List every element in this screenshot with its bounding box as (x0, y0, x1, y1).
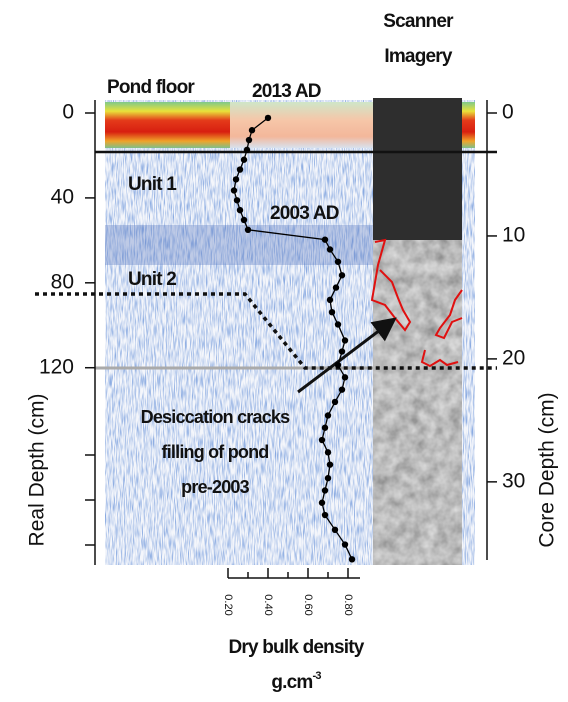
y2-tick-label: 20 (502, 346, 525, 369)
density-point (248, 127, 256, 134)
density-point (230, 187, 238, 194)
pond-floor-label: Pond floor (107, 77, 195, 98)
y2-tick-label: 10 (502, 223, 525, 246)
crack-label: pre-2003 (181, 477, 249, 497)
date-label: 2003 AD (270, 203, 339, 224)
arrow (297, 317, 397, 394)
density-point (332, 284, 340, 291)
density-point (245, 136, 253, 144)
density-point (331, 398, 339, 406)
density-point (348, 556, 356, 563)
density-point (321, 236, 329, 243)
y2-label: Core Depth (cm) (536, 392, 559, 547)
y-tick-label: 80 (51, 270, 74, 293)
x-tick-label: 0.60 (302, 594, 314, 615)
density-point (318, 499, 326, 506)
density-point (338, 386, 346, 393)
density-point (341, 374, 349, 381)
density-point (334, 361, 342, 369)
y-tick-label: 120 (39, 355, 74, 378)
y2-tick-label: 30 (502, 469, 525, 492)
x-tick-label: 0.80 (342, 594, 354, 615)
unit-boundary (35, 292, 497, 370)
density-point (264, 114, 272, 122)
x-label: Dry bulk density (228, 637, 364, 658)
density-point (244, 226, 252, 234)
density-point (334, 321, 342, 328)
x-tick-label: 0.20 (222, 594, 234, 615)
density-point (324, 474, 332, 482)
density-point (326, 296, 334, 304)
density-point (321, 424, 329, 431)
density-point (318, 436, 326, 444)
unit-label: Unit 1 (128, 174, 177, 195)
date-label: 2013 AD (252, 81, 321, 102)
density-point (328, 308, 336, 316)
crack-label: Desiccation cracks (141, 407, 290, 427)
density-point (338, 348, 346, 355)
density-point (240, 156, 248, 163)
density-point (321, 511, 329, 519)
scanner-image (370, 98, 463, 565)
density-point (341, 337, 349, 344)
unit-label: Unit 2 (128, 269, 176, 290)
density-point (233, 197, 241, 204)
density-point (324, 449, 332, 456)
x-tick-label: 0.40 (262, 594, 274, 615)
y-tick-label: 0 (62, 101, 74, 124)
density-point (341, 541, 349, 548)
x-unit-exponent: -3 (312, 670, 321, 682)
density-point (338, 272, 346, 279)
density-point (326, 461, 334, 468)
x-unit: g.cm-3 (271, 670, 321, 693)
y-tick-label: 40 (51, 185, 74, 208)
crack-label: filling of pond (162, 442, 269, 462)
density-point (331, 526, 339, 534)
y-label: Real Depth (cm) (26, 394, 49, 547)
density-point (236, 166, 244, 173)
density-point (236, 206, 244, 214)
density-point (326, 246, 334, 253)
y-minor-ticks (85, 454, 95, 546)
scanner-label: Scanner (383, 11, 454, 32)
density-point (324, 412, 332, 419)
scanner-label: Imagery (384, 46, 453, 67)
density-point (321, 487, 329, 494)
density-point (334, 258, 342, 265)
y2-tick-label: 0 (502, 101, 514, 124)
x-minor-ticks (247, 572, 329, 578)
density-point (232, 176, 240, 183)
x-unit-base: g.cm (271, 672, 312, 693)
density-point (240, 216, 248, 224)
density-point (243, 146, 251, 154)
